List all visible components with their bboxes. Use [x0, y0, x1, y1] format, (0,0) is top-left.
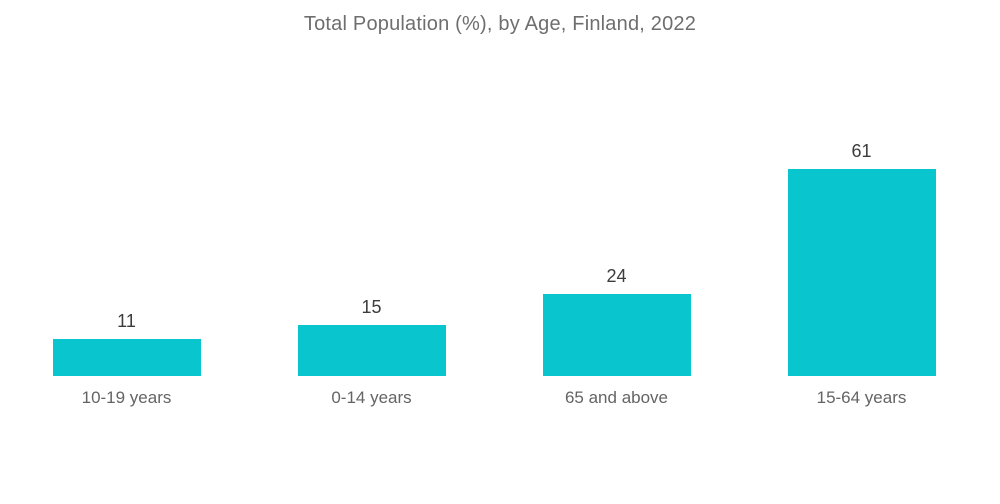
bar — [52, 339, 201, 376]
bar-value-label: 11 — [117, 311, 136, 331]
plot-area: 11 15 24 61 — [4, 100, 984, 376]
x-axis-label: 10-19 years — [81, 388, 172, 407]
bar-slot: 11 — [4, 100, 249, 376]
x-axis-label: 65 and above — [564, 388, 669, 407]
bar-slot: 24 — [494, 100, 739, 376]
bar-slot: 61 — [739, 100, 984, 376]
bar — [542, 294, 691, 376]
bar-value-label: 24 — [606, 266, 627, 286]
bar — [787, 169, 936, 376]
bar-slot: 15 — [249, 100, 494, 376]
x-axis-label: 15-64 years — [816, 388, 907, 407]
bar — [297, 325, 446, 376]
bar-value-label: 15 — [361, 297, 382, 317]
chart-title: Total Population (%), by Age, Finland, 2… — [303, 13, 697, 35]
x-axis-labels: 10-19 years 0-14 years 65 and above 15-64 y… — [4, 388, 984, 408]
bar-value-label: 61 — [851, 141, 872, 161]
x-axis-label: 0-14 years — [331, 388, 412, 407]
